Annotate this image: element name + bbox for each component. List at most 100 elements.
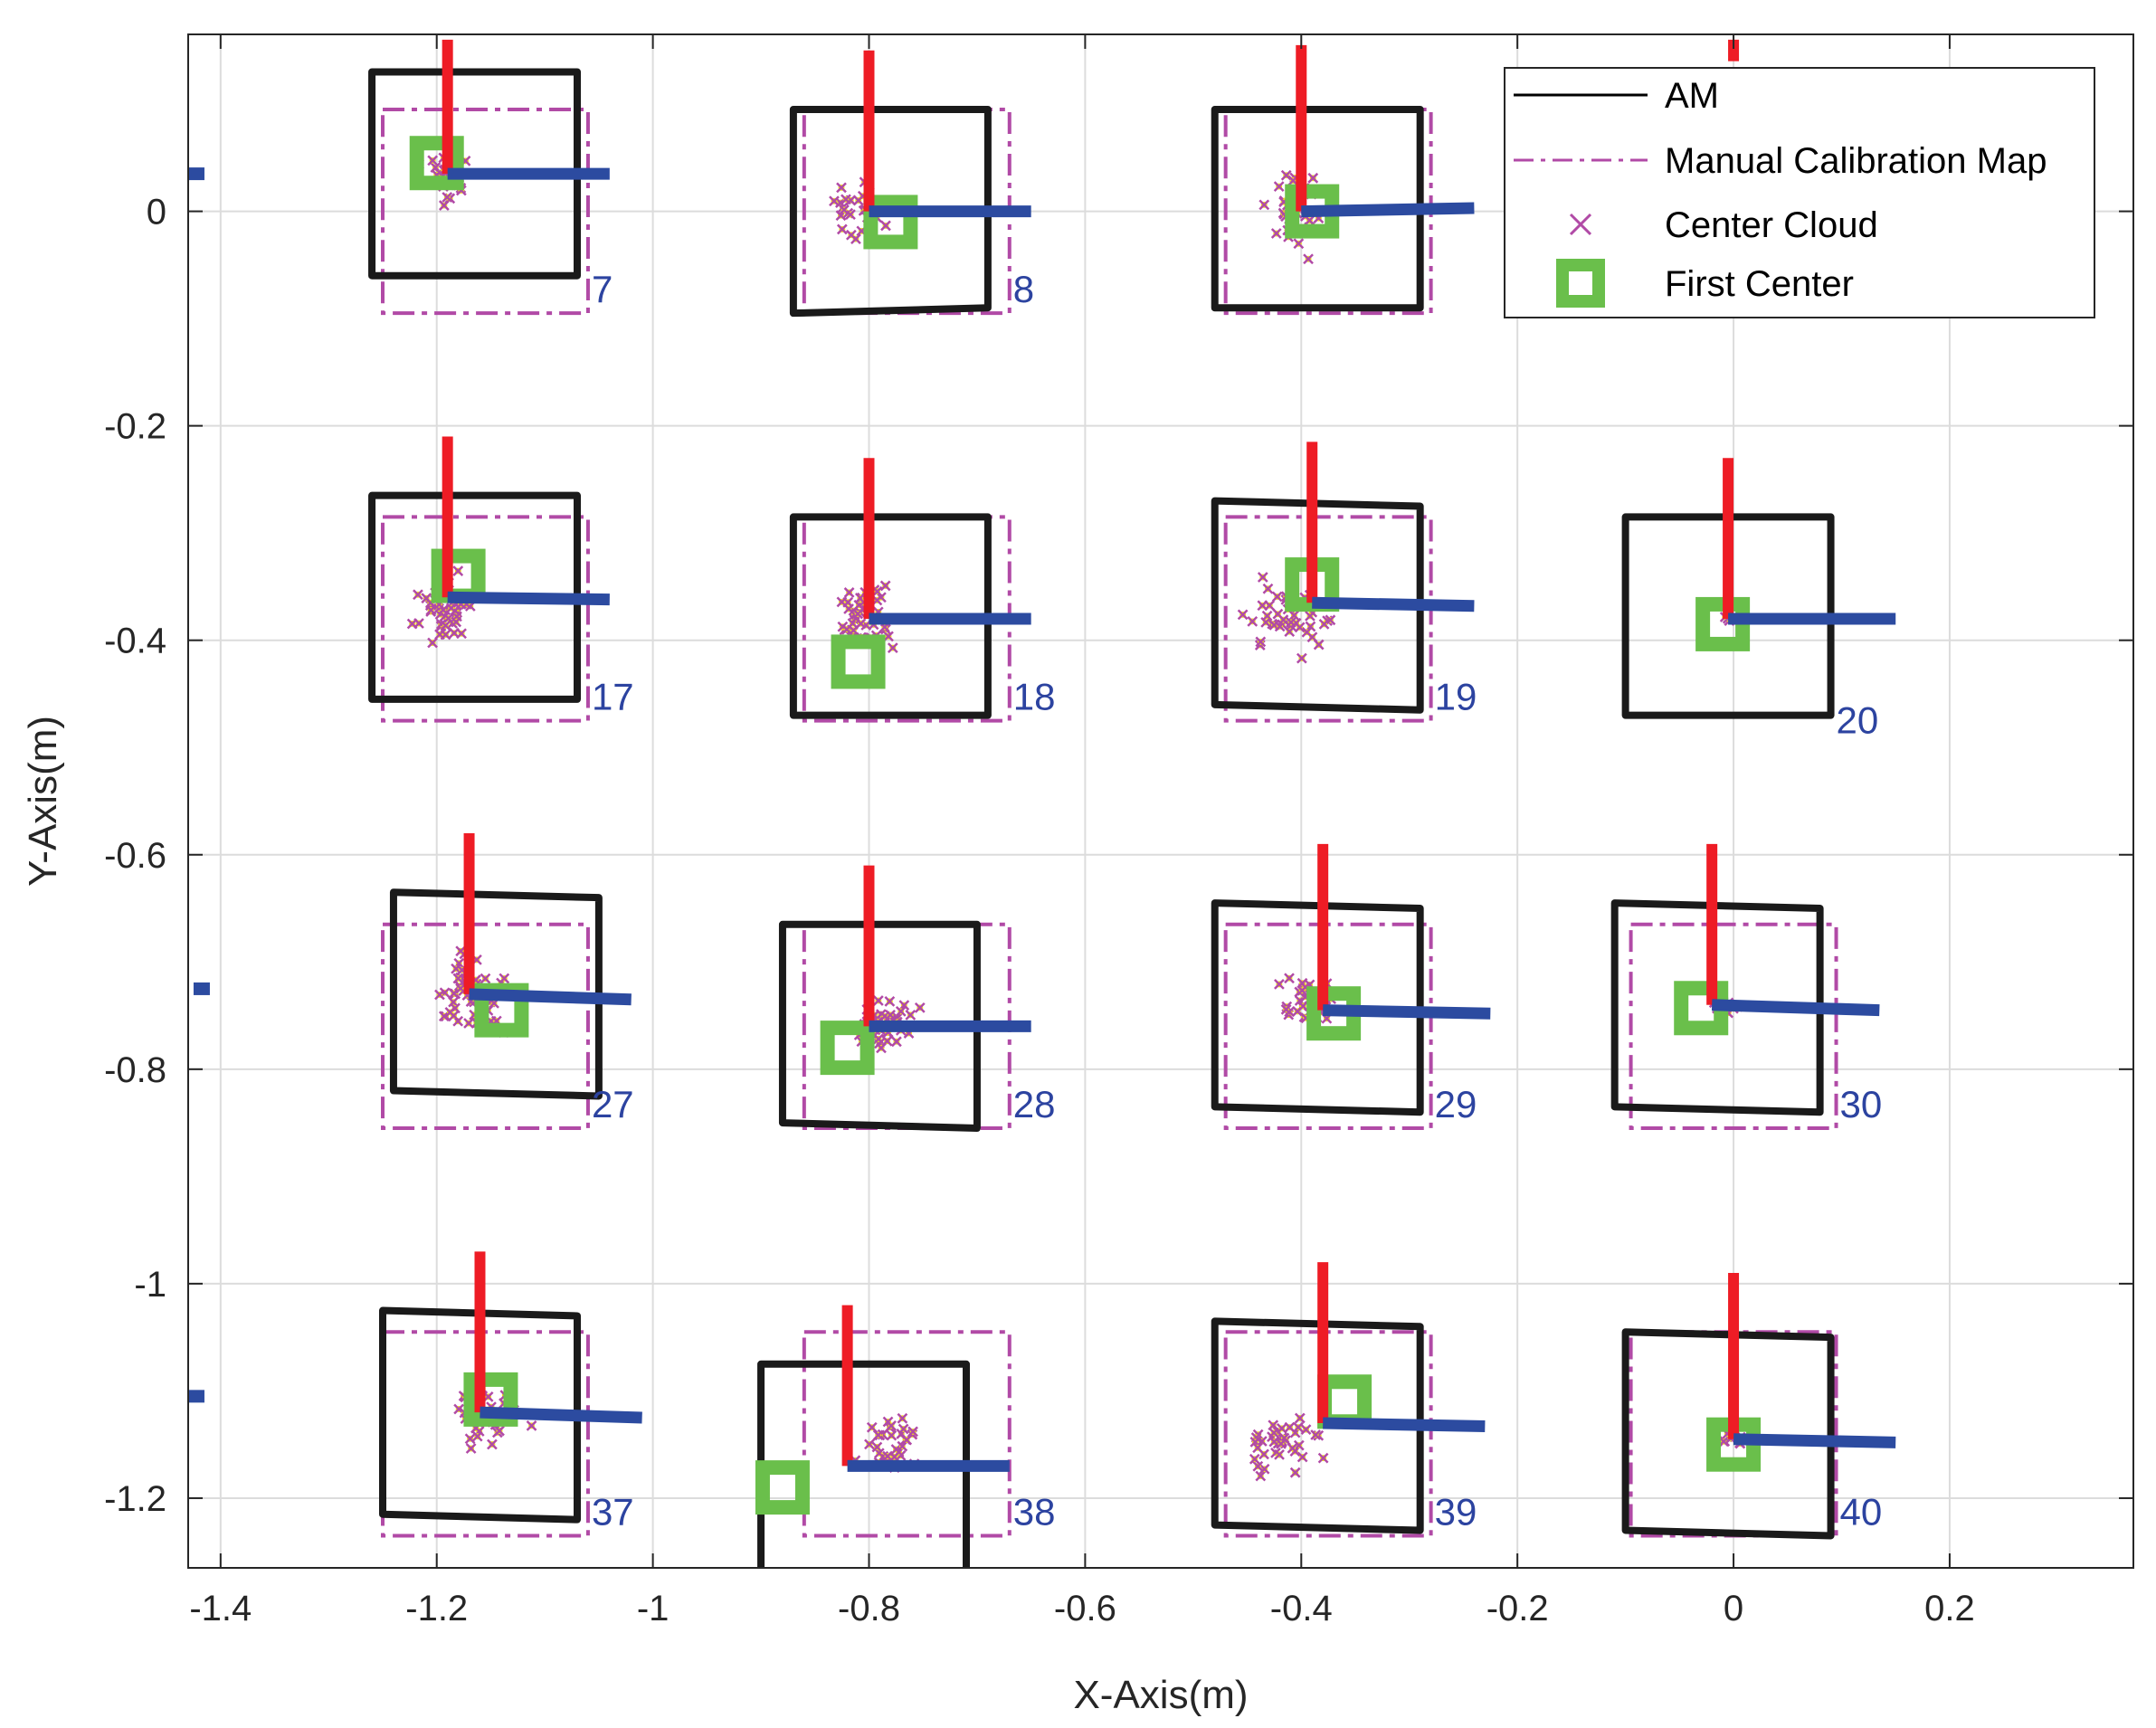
first-center-marker bbox=[831, 634, 886, 689]
cloud-point-x bbox=[914, 1002, 926, 1013]
center-cloud-point bbox=[1272, 608, 1284, 620]
cloud-point-x bbox=[1255, 1470, 1267, 1482]
cloud-point-x bbox=[886, 1419, 897, 1431]
center-cloud-point bbox=[1262, 583, 1274, 594]
cloud-point-x bbox=[427, 155, 439, 166]
ticks: -1.4 -1.2 -1 -0.8 -0.6 -0.4 -0.2 0 0.2 0 -0.2 -0.4 -… bbox=[104, 34, 2133, 1628]
cloud-point-x bbox=[499, 973, 510, 984]
center-cloud-point bbox=[914, 1002, 926, 1013]
center-cloud-point bbox=[1247, 615, 1258, 627]
center-cloud-point bbox=[1293, 1439, 1305, 1451]
center-cloud-point bbox=[1289, 1467, 1301, 1478]
cloud-point-x bbox=[427, 637, 438, 649]
marker-id-label: 20 bbox=[1837, 699, 1879, 742]
cloud-point-x bbox=[452, 565, 464, 576]
center-cloud-point bbox=[1257, 600, 1268, 612]
cloud-point-x bbox=[1280, 1003, 1292, 1015]
center-cloud-point bbox=[1274, 1448, 1285, 1460]
center-cloud-point bbox=[905, 1010, 917, 1021]
cloud-point-x bbox=[471, 1430, 483, 1442]
x-tick-label: 0 bbox=[1724, 1589, 1743, 1628]
center-cloud-point bbox=[841, 194, 851, 205]
marker-id-label: 18 bbox=[1013, 676, 1056, 718]
center-cloud-point bbox=[1249, 1453, 1260, 1465]
marker-id-label: 28 bbox=[1013, 1083, 1056, 1125]
y-tick-label: -1 bbox=[134, 1265, 166, 1305]
marker-18: 18 bbox=[789, 458, 1056, 723]
center-cloud-point bbox=[880, 220, 891, 232]
marker-x-axis-arrow bbox=[1323, 1004, 1491, 1020]
marker-8: 8 bbox=[789, 50, 1034, 318]
center-cloud-point bbox=[871, 1441, 883, 1453]
partial-marker-arrow bbox=[193, 982, 210, 995]
first-center-marker bbox=[863, 195, 918, 250]
cloud-point-x bbox=[1303, 253, 1314, 265]
center-cloud-point bbox=[885, 1009, 896, 1021]
legend-label: Manual Calibration Map bbox=[1665, 141, 2047, 181]
center-cloud-point bbox=[872, 1429, 884, 1441]
cloud-point-x bbox=[1325, 614, 1336, 626]
cloud-point-x bbox=[1274, 621, 1286, 632]
cloud-point-x bbox=[901, 1434, 913, 1446]
center-cloud-point bbox=[1305, 610, 1315, 622]
cloud-point-x bbox=[1294, 1412, 1306, 1424]
center-cloud-point bbox=[440, 629, 451, 641]
cloud-point-x bbox=[1272, 608, 1284, 620]
am-square bbox=[368, 491, 581, 703]
center-cloud-point bbox=[845, 229, 857, 241]
center-cloud-point bbox=[1255, 636, 1267, 648]
center-cloud-point bbox=[1270, 228, 1282, 239]
am-square bbox=[379, 1306, 581, 1524]
manual-calibration-square bbox=[1629, 922, 1838, 1131]
cloud-point-x bbox=[1293, 1439, 1305, 1451]
center-cloud-point bbox=[901, 1434, 913, 1446]
center-cloud-point bbox=[864, 1438, 875, 1450]
cloud-point-x bbox=[434, 989, 445, 1001]
center-cloud-point bbox=[887, 642, 898, 653]
marker-29: 29 bbox=[1211, 843, 1491, 1131]
cloud-point-x bbox=[448, 996, 459, 1008]
cloud-point-x bbox=[1258, 1463, 1270, 1475]
center-cloud-point bbox=[427, 155, 439, 166]
x-axis-title: X-Axis(m) bbox=[1073, 1673, 1248, 1717]
marker-40: 40 bbox=[1621, 1273, 1896, 1540]
center-cloud-point bbox=[456, 628, 467, 640]
am-square bbox=[389, 888, 603, 1100]
cloud-point-x bbox=[882, 1450, 893, 1462]
cloud-point-x bbox=[1257, 572, 1268, 583]
manual-calibration-square bbox=[802, 1330, 1012, 1538]
center-cloud-point bbox=[1293, 1421, 1304, 1433]
manual-calibration-square bbox=[1223, 515, 1433, 723]
center-cloud-point bbox=[1287, 1442, 1298, 1454]
cloud-point-x bbox=[1318, 618, 1330, 630]
legend-entry: Manual Calibration Map bbox=[1514, 141, 2047, 181]
am-square bbox=[789, 105, 992, 318]
marker-id-label: 8 bbox=[1013, 268, 1034, 310]
cloud-point-x bbox=[465, 1443, 477, 1454]
center-cloud-point bbox=[836, 182, 847, 194]
center-cloud-point bbox=[829, 195, 840, 207]
cloud-point-x bbox=[898, 1000, 910, 1011]
partial-marker-arrow bbox=[188, 167, 204, 181]
center-cloud-point bbox=[494, 1425, 505, 1437]
cloud-point-x bbox=[885, 1009, 896, 1021]
center-cloud-point bbox=[451, 616, 462, 628]
x-tick-label: 0.2 bbox=[1924, 1589, 1975, 1628]
plot-area: 7 8 17 18 19 20 27 28 29 30 37 38 39 40 bbox=[188, 39, 1896, 1568]
center-cloud-point bbox=[427, 637, 438, 649]
cloud-point-x bbox=[881, 1035, 893, 1047]
marker-id-label: 39 bbox=[1435, 1490, 1477, 1533]
center-cloud-point bbox=[1284, 973, 1295, 984]
legend-label: First Center bbox=[1665, 264, 1854, 304]
cloud-point-x bbox=[1293, 1421, 1304, 1433]
cloud-point-x bbox=[1258, 1448, 1269, 1460]
legend-entry: AM bbox=[1514, 76, 1719, 116]
center-cloud-point bbox=[882, 1450, 893, 1462]
center-cloud-point bbox=[1294, 1412, 1306, 1424]
am-square bbox=[778, 920, 981, 1133]
center-cloud-point bbox=[1297, 1001, 1309, 1012]
cloud-point-x bbox=[406, 618, 418, 630]
first-center-marker bbox=[755, 1460, 810, 1515]
cloud-point-x bbox=[1284, 626, 1296, 638]
manual-calibration-square bbox=[381, 107, 590, 316]
